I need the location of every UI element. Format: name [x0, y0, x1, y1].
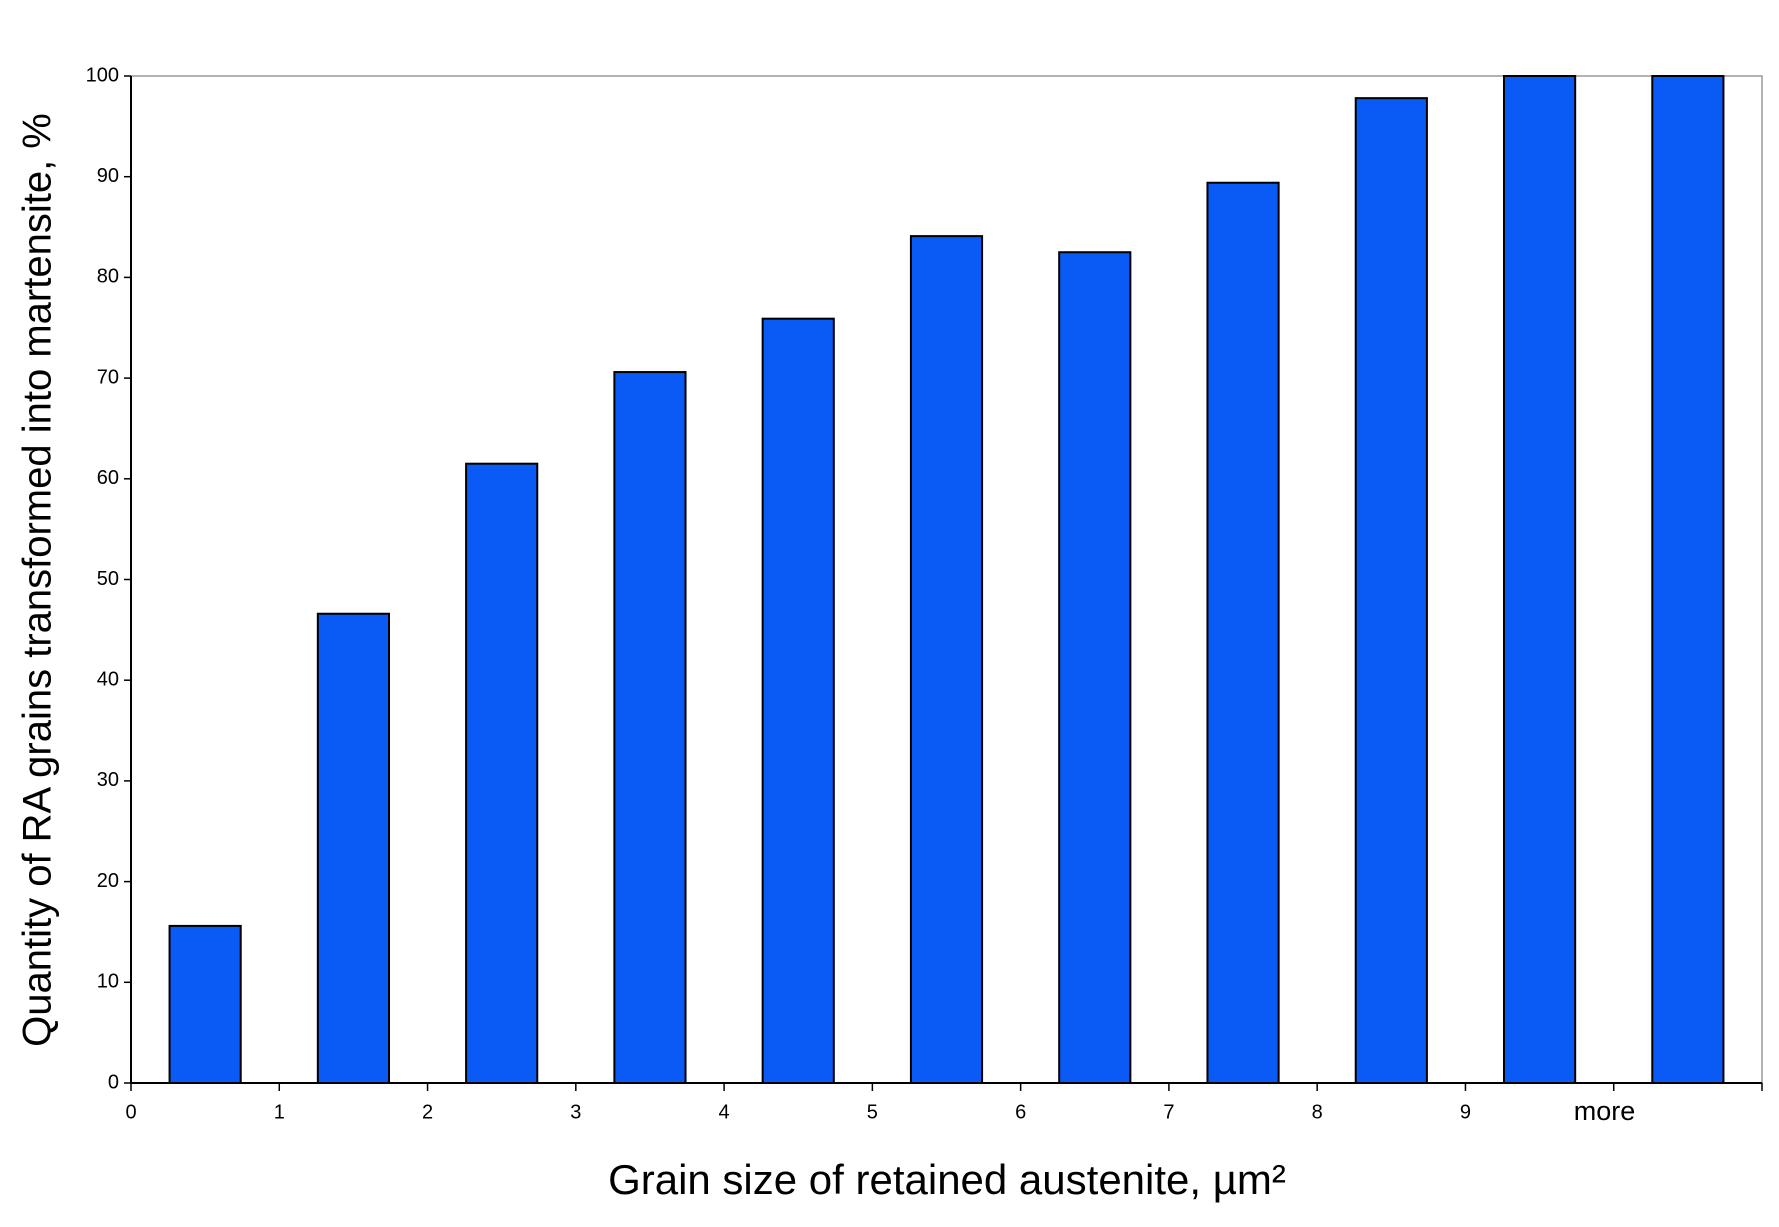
x-tick-label: more [1574, 1096, 1636, 1126]
bar [1354, 97, 1428, 1085]
x-tick-label: 2 [422, 1101, 433, 1123]
bar [316, 612, 390, 1084]
x-axis-label: Grain size of retained austenite, µm² [608, 1156, 1286, 1203]
x-tick-label: 7 [1163, 1101, 1174, 1123]
y-tick-label: 100 [86, 64, 119, 86]
y-tick-label: 70 [97, 366, 119, 388]
bar [761, 317, 835, 1084]
bar [168, 924, 242, 1085]
bar [909, 235, 984, 1085]
bar [613, 371, 687, 1085]
x-tick-label: 5 [867, 1101, 878, 1123]
bar [1503, 75, 1577, 1084]
y-tick-label: 80 [97, 266, 119, 288]
y-tick-label: 40 [97, 668, 119, 690]
y-tick-label: 10 [97, 971, 119, 993]
y-tick-label: 0 [108, 1071, 119, 1093]
x-tick-label: 1 [274, 1101, 285, 1123]
y-axis-label: Quantity of RA grains transformed into m… [16, 113, 60, 1047]
y-tick-label: 60 [97, 467, 119, 489]
bar [1651, 75, 1725, 1084]
y-tick-label: 30 [97, 769, 119, 791]
y-tick-label: 20 [97, 870, 119, 892]
x-tick-label: 3 [570, 1101, 581, 1123]
bar [1058, 251, 1132, 1085]
x-tick-label: 4 [719, 1101, 730, 1123]
x-tick-label: 0 [125, 1101, 136, 1123]
x-tick-label: 6 [1015, 1101, 1026, 1123]
x-tick-label: 9 [1460, 1101, 1471, 1123]
x-tick-label: 8 [1312, 1101, 1323, 1123]
bar [1206, 181, 1280, 1084]
bar [465, 462, 539, 1084]
y-tick-label: 90 [97, 165, 119, 187]
y-tick-label: 50 [97, 568, 119, 590]
